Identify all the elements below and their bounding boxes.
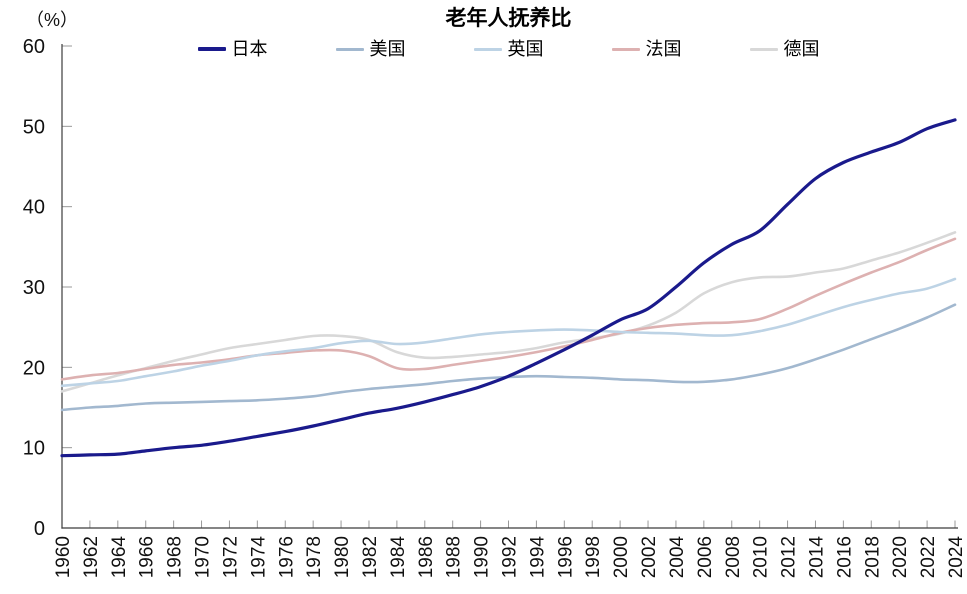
y-tick-label: 20 <box>23 357 45 379</box>
x-tick-label: 2024 <box>946 536 967 579</box>
x-tick-label: 2002 <box>639 536 660 578</box>
x-tick-label: 1996 <box>555 536 576 578</box>
legend-label: 日本 <box>231 39 268 59</box>
x-tick-label: 2008 <box>723 536 744 578</box>
x-tick-label: 2012 <box>779 536 800 578</box>
series-line-英国 <box>60 277 957 388</box>
x-tick-label: 2020 <box>890 536 911 578</box>
x-tick-label: 1976 <box>276 536 297 578</box>
x-tick-label: 1986 <box>416 536 437 578</box>
y-tick-label: 30 <box>23 277 45 299</box>
y-tick-label: 40 <box>23 197 45 219</box>
x-tick-label: 1980 <box>332 536 353 578</box>
y-tick-label: 0 <box>34 518 45 540</box>
legend-item-1: 美国 <box>335 38 406 60</box>
legend-item-2: 英国 <box>473 38 544 60</box>
x-tick-label: 2018 <box>862 536 883 578</box>
x-tick-label: 1978 <box>304 536 325 578</box>
y-tick-label: 60 <box>23 36 45 58</box>
legend-swatch-icon <box>473 47 502 51</box>
x-tick-label: 1984 <box>388 536 409 579</box>
legend-label: 法国 <box>645 39 682 59</box>
series-line-法国 <box>60 237 957 381</box>
x-tick-label: 1988 <box>444 536 465 578</box>
x-tick-label: 2010 <box>751 536 772 578</box>
x-tick-label: 2004 <box>667 536 688 579</box>
y-tick-label: 10 <box>23 438 45 460</box>
x-tick-label: 2000 <box>611 536 632 578</box>
x-tick-label: 1990 <box>472 536 493 578</box>
legend-item-4: 德国 <box>749 38 820 60</box>
x-tick-label: 1994 <box>527 536 548 579</box>
x-tick-label: 1964 <box>109 536 130 579</box>
legend-label: 德国 <box>783 39 820 59</box>
x-tick-label: 1962 <box>81 536 102 578</box>
series-line-日本 <box>60 118 957 458</box>
x-tick-label: 1972 <box>220 536 241 578</box>
x-tick-label: 1970 <box>193 536 214 578</box>
x-tick-label: 1998 <box>583 536 604 578</box>
y-axis-unit-label: （%） <box>26 10 79 30</box>
x-tick-label: 1966 <box>137 536 158 578</box>
legend-swatch-icon <box>611 47 640 51</box>
x-tick-label: 2016 <box>834 536 855 578</box>
legend: 日本 美国 英国 法国 德国 <box>62 38 955 60</box>
legend-swatch-icon <box>335 47 364 51</box>
legend-label: 美国 <box>369 39 406 59</box>
legend-label: 英国 <box>507 39 544 59</box>
x-tick-label: 2006 <box>695 536 716 578</box>
x-tick-label: 1982 <box>360 536 381 578</box>
x-tick-label: 1992 <box>500 536 521 578</box>
x-tick-label: 1968 <box>165 536 186 578</box>
legend-item-0: 日本 <box>197 38 268 60</box>
x-tick-label: 1974 <box>248 536 269 579</box>
series-line-德国 <box>60 231 957 393</box>
x-tick-label: 1960 <box>53 536 74 578</box>
legend-swatch-icon <box>197 47 226 51</box>
x-tick-label: 2014 <box>806 536 827 579</box>
x-tick-label: 2022 <box>918 536 939 578</box>
y-tick-label: 50 <box>23 116 45 138</box>
legend-swatch-icon <box>749 47 778 51</box>
legend-item-3: 法国 <box>611 38 682 60</box>
chart-title: 老年人抚养比 <box>445 7 572 30</box>
